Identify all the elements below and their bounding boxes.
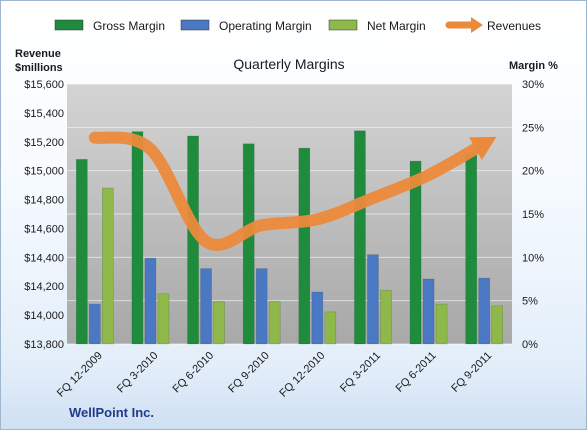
bar-net-margin [324,311,337,345]
x-tick-label: FQ 3-2011 [338,350,383,395]
left-axis-title-line1: Revenue [15,48,61,60]
legend: Gross Margin Operating Margin Net Margin Re… [54,17,541,33]
bar-operating-margin [144,257,157,345]
company-name: WellPoint Inc. [69,405,154,420]
bar-gross-margin [298,147,311,345]
x-tick-label: FQ 6-2010 [171,350,217,396]
x-tick-label: FQ 9-2010 [226,350,272,396]
chart-title: Quarterly Margins [233,56,344,72]
x-axis-ticks: FQ 12-2009 FQ 3-2010 FQ 6-2010 FQ 9-2010 FQ … [55,350,494,400]
bar-gross-margin [465,153,477,345]
bar-operating-margin [422,278,435,345]
right-tick-label: 10% [522,252,544,264]
legend-swatch-gross-margin [54,19,84,31]
bar-operating-margin [478,277,490,345]
x-tick-label: FQ 9-2011 [449,350,494,395]
bar-operating-margin [89,303,101,345]
left-tick-label: $14,400 [24,252,64,264]
legend-swatch-net-margin [328,19,358,31]
left-tick-label: $15,600 [24,79,64,91]
right-tick-label: 15% [522,209,544,221]
x-tick-label: FQ 12-2009 [55,350,105,400]
right-tick-label: 20% [522,166,544,178]
left-tick-label: $14,800 [24,195,64,207]
left-tick-label: $15,400 [24,108,64,120]
x-tick-label: FQ 6-2011 [394,350,439,395]
bar-net-margin [491,305,503,345]
bar-operating-margin [311,291,324,345]
legend-arrow [471,17,483,33]
left-axis-ticks: $13,800 $14,000 $14,200 $14,400 $14,600 $14,8… [24,79,64,351]
legend-label-gross-margin: Gross Margin [93,19,165,33]
legend-label-operating-margin: Operating Margin [219,19,312,33]
left-tick-label: $14,600 [24,223,64,235]
right-axis-title: Margin % [509,60,558,72]
legend-label-net-margin: Net Margin [367,19,426,33]
left-tick-label: $13,800 [24,339,64,351]
bar-net-margin [268,301,281,345]
right-tick-label: 0% [522,339,538,351]
bar-gross-margin [409,160,422,345]
left-tick-label: $14,000 [24,310,64,322]
left-axis-title-line2: $millions [15,62,63,74]
bar-gross-margin [76,159,88,345]
bar-gross-margin [131,131,144,345]
right-tick-label: 5% [522,296,538,308]
right-tick-label: 30% [522,79,544,91]
bar-net-margin [157,293,170,345]
left-tick-label: $15,000 [24,166,64,178]
right-axis-ticks: 0% 5% 10% 15% 20% 25% 30% [522,79,544,351]
bar-net-margin [435,303,448,345]
right-tick-label: 25% [522,122,544,134]
legend-label-revenues: Revenues [487,19,541,33]
revenue-line-path [88,131,485,251]
revenue-line [88,131,497,251]
x-tick-label: FQ 3-2010 [115,350,161,396]
bar-net-margin [380,289,392,345]
bar-operating-margin [200,268,212,345]
bar-operating-margin [367,254,379,345]
bar-operating-margin [255,268,268,345]
bar-gross-margin [354,130,366,345]
bar-net-margin [102,187,114,345]
bar-gross-margin [242,143,255,345]
revenue-arrowhead [469,136,497,161]
bar-net-margin [213,301,225,345]
left-tick-label: $14,200 [24,281,64,293]
legend-swatch-operating-margin [180,19,210,31]
left-tick-label: $15,200 [24,137,64,149]
x-tick-label: FQ 12-2010 [277,350,327,400]
